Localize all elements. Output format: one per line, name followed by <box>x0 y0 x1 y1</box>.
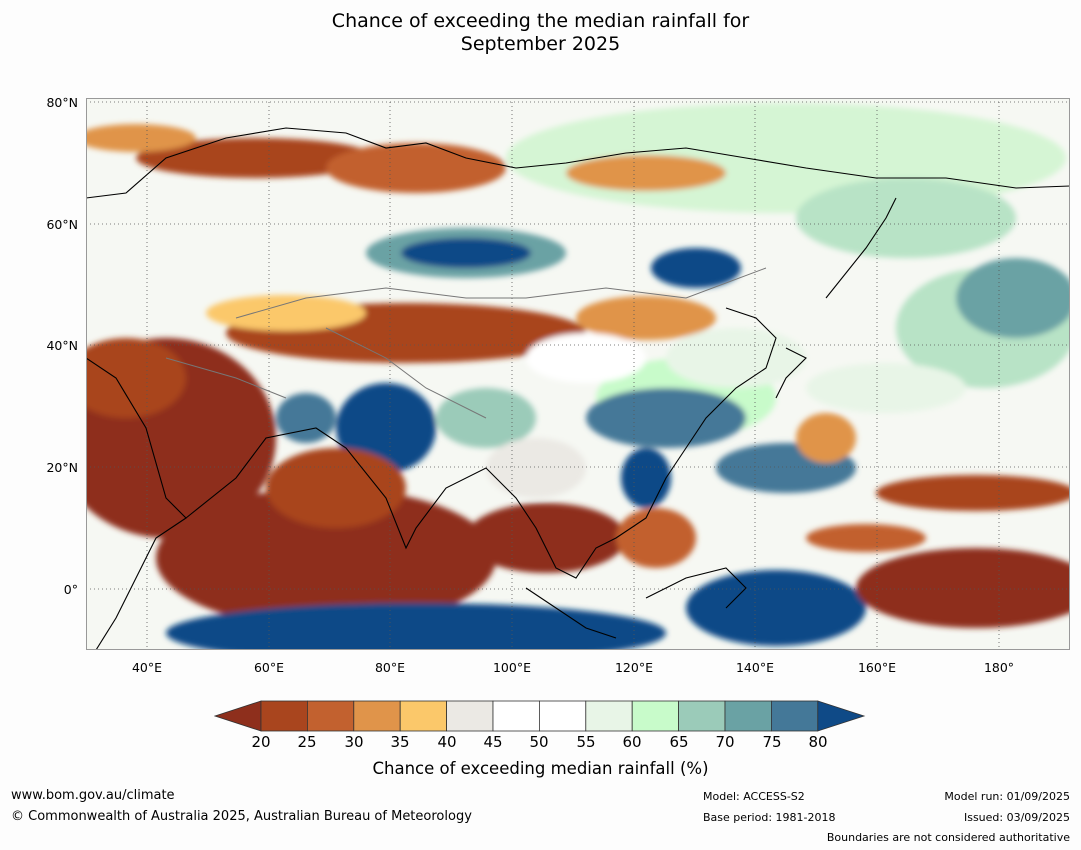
colorbar-swatch-35-40 <box>399 700 447 732</box>
colorbar-title: Chance of exceeding median rainfall (%) <box>372 759 709 778</box>
colorbar-swatch-75-80 <box>771 700 819 732</box>
model-run-date: Model run: 01/09/2025 <box>944 790 1070 803</box>
colorbar-swatch-high <box>817 700 866 732</box>
coastlines <box>86 127 1070 650</box>
title-line-2: September 2025 <box>460 33 621 55</box>
map-title: Chance of exceeding the median rainfall … <box>0 10 1081 56</box>
colorbar-tick-45: 45 <box>483 733 503 751</box>
colorbar-tick-65: 65 <box>669 733 689 751</box>
colorbar-swatch-60-65 <box>631 700 680 732</box>
lon-label-80e: 80°E <box>374 660 406 675</box>
colorbar-tick-25: 25 <box>297 733 317 751</box>
lon-label-100e: 100°E <box>492 660 531 675</box>
colorbar-swatch-55-60 <box>585 700 633 732</box>
map-frame <box>86 98 1070 650</box>
lon-label-60e: 60°E <box>253 660 285 675</box>
colorbar-swatch-30-35 <box>353 700 401 732</box>
copyright-notice: © Commonwealth of Australia 2025, Austra… <box>11 809 472 824</box>
country-borders <box>165 267 767 419</box>
colorbar-tick-20: 20 <box>251 733 271 751</box>
probability-shading <box>86 103 1070 650</box>
colorbar-tick-80: 80 <box>808 733 828 751</box>
lat-label-60n: 60°N <box>46 217 78 232</box>
colorbar-swatch-50-55 <box>538 700 587 732</box>
colorbar-swatch-45-50 <box>492 700 540 732</box>
colorbar-swatch-25-30 <box>307 700 355 732</box>
colorbar-tick-40: 40 <box>437 733 457 751</box>
colorbar-tick-50: 50 <box>529 733 549 751</box>
colorbar-tick-35: 35 <box>390 733 410 751</box>
colorbar-tick-75: 75 <box>762 733 782 751</box>
boundaries-disclaimer: Boundaries are not considered authoritat… <box>826 831 1070 844</box>
lat-label-40n: 40°N <box>46 338 78 353</box>
colorbar-tick-60: 60 <box>622 733 642 751</box>
colorbar-swatch-low <box>214 700 262 732</box>
lon-label-120e: 120°E <box>614 660 653 675</box>
lon-label-160e: 160°E <box>857 660 896 675</box>
website-link[interactable]: www.bom.gov.au/climate <box>11 788 175 803</box>
lat-label-80n: 80°N <box>46 95 78 110</box>
colorbar-swatch-40-45 <box>446 700 494 732</box>
lon-label-40e: 40°E <box>131 660 163 675</box>
colorbar-swatch-20-25 <box>260 700 308 732</box>
lat-label-20n: 20°N <box>46 460 78 475</box>
colorbar-tick-30: 30 <box>344 733 364 751</box>
title-line-1: Chance of exceeding the median rainfall … <box>331 10 750 32</box>
rainfall-probability-map <box>86 98 1070 650</box>
base-period: Base period: 1981-2018 <box>703 811 836 824</box>
colorbar-tick-70: 70 <box>715 733 735 751</box>
colorbar-tick-55: 55 <box>576 733 596 751</box>
colorbar-swatch-70-75 <box>724 700 772 732</box>
graticule <box>86 98 1070 650</box>
lon-label-140e: 140°E <box>735 660 774 675</box>
issued-date: Issued: 03/09/2025 <box>963 811 1070 824</box>
colorbar <box>214 700 866 732</box>
colorbar-swatch-65-70 <box>678 700 726 732</box>
lat-label-0: 0° <box>63 582 78 597</box>
lon-label-180: 180° <box>983 660 1015 675</box>
model-name: Model: ACCESS-S2 <box>703 790 805 803</box>
